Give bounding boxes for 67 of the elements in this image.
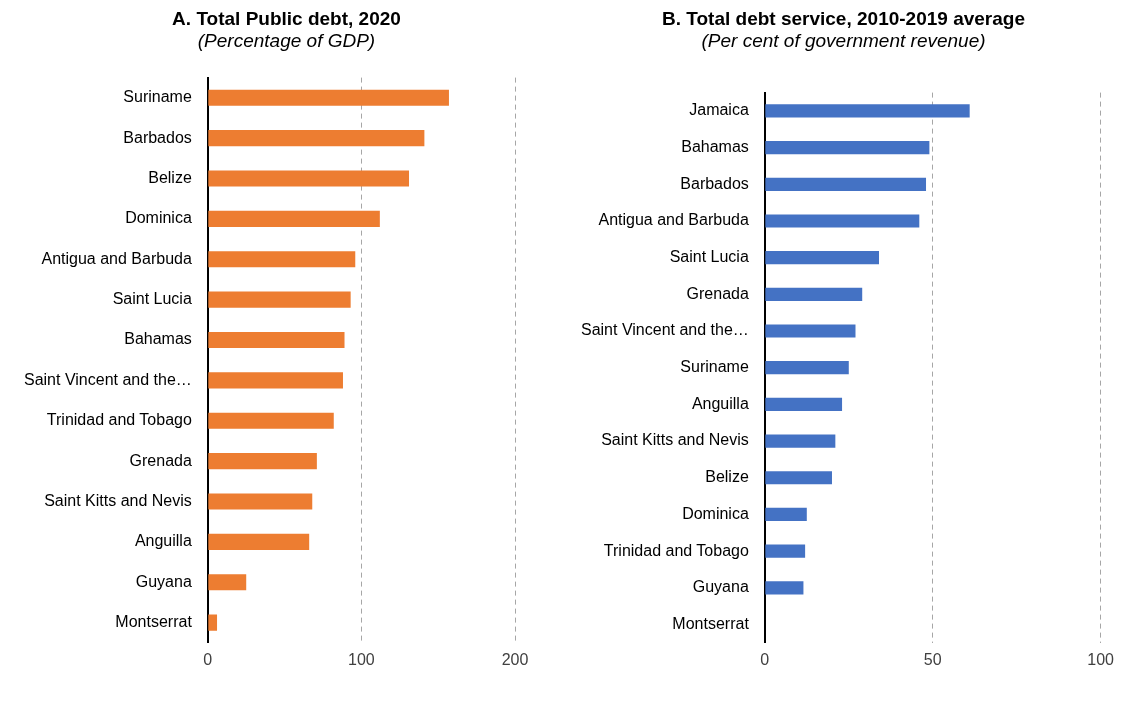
y-tick-label: Saint Vincent and the… xyxy=(23,370,192,388)
bar xyxy=(208,291,351,308)
y-tick-label: Grenada xyxy=(129,451,192,469)
y-tick-label: Saint Lucia xyxy=(112,290,192,308)
bar xyxy=(765,581,804,595)
bar xyxy=(208,251,356,268)
y-tick-label: Saint Lucia xyxy=(669,248,749,266)
y-tick-label: Barbados xyxy=(680,174,749,192)
y-tick-label: Anguilla xyxy=(134,532,192,550)
x-tick-label: 0 xyxy=(760,650,770,668)
y-tick-label: Bahamas xyxy=(681,138,749,156)
bar xyxy=(765,471,832,485)
bar xyxy=(765,434,836,448)
y-tick-label: Belize xyxy=(148,168,192,186)
bar xyxy=(765,507,807,522)
y-tick-label: Suriname xyxy=(680,358,749,376)
y-tick-label: Antigua and Barbuda xyxy=(598,211,749,229)
x-tick-label: 100 xyxy=(1087,650,1115,668)
bar xyxy=(208,412,334,429)
x-tick-label: 0 xyxy=(203,650,213,668)
y-tick-label: Saint Kitts and Nevis xyxy=(601,431,749,449)
y-tick-label: Saint Vincent and the… xyxy=(580,321,749,339)
x-tick-label: 50 xyxy=(923,650,942,668)
y-tick-label: Dominica xyxy=(125,209,192,227)
chart-subtitle: (Per cent of government revenue) xyxy=(701,30,986,52)
bar xyxy=(208,372,343,389)
y-tick-label: Jamaica xyxy=(689,101,749,119)
chart-title: B. Total debt service, 2010-2019 average xyxy=(661,8,1026,30)
y-tick-label: Trinidad and Tobago xyxy=(46,411,192,429)
y-tick-label: Dominica xyxy=(682,504,749,522)
bar xyxy=(208,170,410,187)
y-tick-label: Belize xyxy=(705,468,749,486)
x-tick-label: 200 xyxy=(501,650,529,668)
bar xyxy=(765,397,843,411)
bar xyxy=(765,324,856,338)
y-tick-label: Bahamas xyxy=(124,330,192,348)
bar xyxy=(208,89,449,106)
bar xyxy=(208,210,380,227)
bar xyxy=(765,544,806,558)
bar xyxy=(765,287,863,301)
y-tick-label: Suriname xyxy=(123,88,192,106)
x-tick-label: 100 xyxy=(348,650,375,668)
y-tick-label: Anguilla xyxy=(691,394,749,412)
y-tick-label: Grenada xyxy=(686,284,749,302)
bar xyxy=(765,361,849,375)
bar xyxy=(208,574,247,591)
bar xyxy=(208,533,310,550)
bar xyxy=(208,453,317,470)
chart-title: A. Total Public debt, 2020 xyxy=(171,8,402,30)
bar xyxy=(765,177,927,191)
bar xyxy=(208,493,313,510)
chart-subtitle: (Percentage of GDP) xyxy=(197,30,376,52)
bar xyxy=(208,614,218,631)
bar xyxy=(765,251,879,265)
y-tick-label: Trinidad and Tobago xyxy=(603,541,749,559)
y-tick-label: Montserrat xyxy=(115,613,193,631)
bar xyxy=(208,331,345,349)
bar xyxy=(765,214,920,228)
bar xyxy=(208,130,425,147)
y-tick-label: Antigua and Barbuda xyxy=(41,249,192,267)
y-tick-label: Guyana xyxy=(135,572,192,590)
y-tick-label: Saint Kitts and Nevis xyxy=(44,491,192,509)
bar xyxy=(765,141,930,155)
y-tick-label: Guyana xyxy=(692,578,749,596)
y-tick-label: Montserrat xyxy=(672,614,750,632)
y-tick-label: Barbados xyxy=(123,128,192,146)
bar xyxy=(765,104,970,118)
